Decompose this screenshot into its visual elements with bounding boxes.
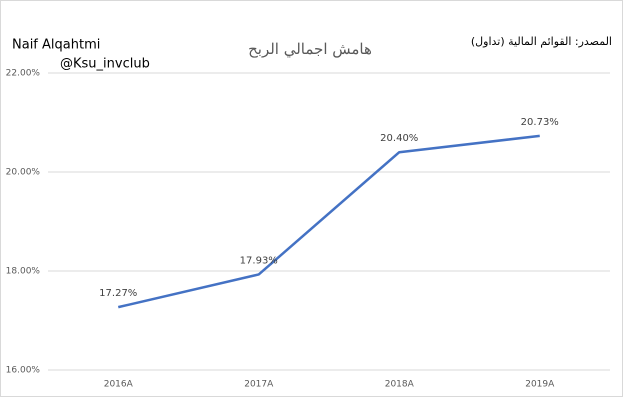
chart-title: هامش اجمالي الربح (248, 40, 372, 58)
handle: @Ksu_invclub (60, 57, 150, 72)
y-tick-label: 16.00% (6, 366, 41, 376)
author: Naif Alqahtmi (12, 38, 100, 53)
data-line (117, 134, 540, 309)
data-label: 20.73% (521, 117, 559, 128)
data-label: 17.27% (99, 288, 137, 299)
y-tick-label: 22.00% (6, 69, 41, 79)
x-tick-label: 2018A (385, 380, 415, 390)
y-tick-label: 18.00% (6, 267, 41, 277)
x-tick-label: 2019A (525, 380, 555, 390)
chart-frame (0, 0, 623, 397)
data-label: 17.93% (240, 255, 278, 266)
y-tick-label: 20.00% (6, 168, 41, 178)
x-tick-label: 2017A (244, 380, 274, 390)
source-note: المصدر: القوائم المالية (تداول) (471, 35, 612, 48)
x-tick-label: 2016A (104, 380, 134, 390)
data-label: 20.40% (380, 133, 418, 144)
